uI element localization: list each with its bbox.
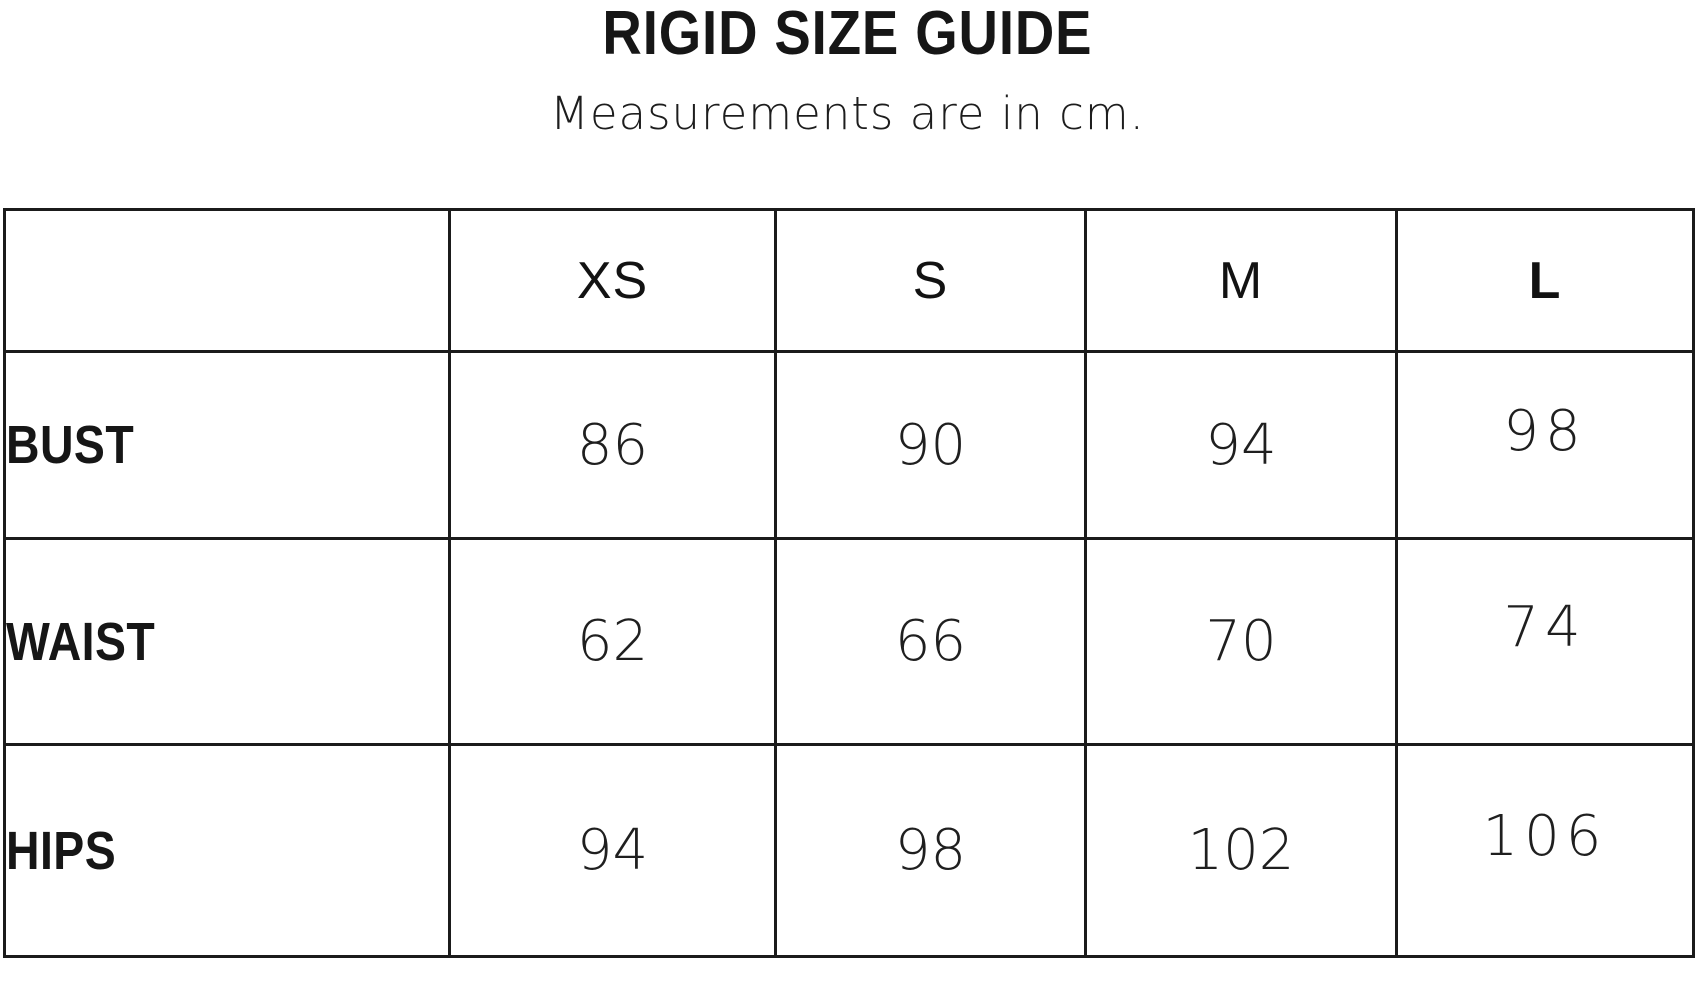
cell-bust-m: 94 [1084, 350, 1398, 540]
page-title: RIGID SIZE GUIDE [602, 0, 1093, 68]
cell-waist-l: 74 [1395, 537, 1695, 746]
table-row-waist: WAIST 62 66 70 74 [3, 537, 1695, 746]
header-cell-l: L [1395, 208, 1695, 353]
cell-waist-m: 70 [1084, 537, 1398, 746]
cell-hips-m: 102 [1084, 743, 1398, 958]
cell-hips-s: 98 [774, 743, 1087, 958]
cell-bust-s: 90 [774, 350, 1087, 540]
table-row-hips: HIPS 94 98 102 106 [3, 743, 1695, 958]
cell-waist-s: 66 [774, 537, 1087, 746]
cell-hips-l: 106 [1395, 743, 1695, 958]
page-subtitle: Measurements are in cm. [550, 87, 1145, 140]
size-guide-table: XS S M L BUST 86 90 94 98 WAIST 62 66 70… [3, 208, 1695, 958]
cell-waist-xs: 62 [448, 537, 777, 746]
cell-bust-l: 98 [1395, 350, 1695, 540]
row-label-bust: BUST [3, 350, 451, 540]
header-cell-m: M [1084, 208, 1398, 353]
row-label-hips: HIPS [3, 743, 451, 958]
cell-hips-xs: 94 [448, 743, 777, 958]
header-cell-xs: XS [448, 208, 777, 353]
corner-cell [3, 208, 451, 353]
header-cell-s: S [774, 208, 1087, 353]
cell-bust-xs: 86 [448, 350, 777, 540]
table-row-bust: BUST 86 90 94 98 [3, 350, 1695, 540]
table-header-row: XS S M L [3, 208, 1695, 353]
page-header: RIGID SIZE GUIDE Measurements are in cm. [0, 0, 1695, 138]
row-label-waist: WAIST [3, 537, 451, 746]
